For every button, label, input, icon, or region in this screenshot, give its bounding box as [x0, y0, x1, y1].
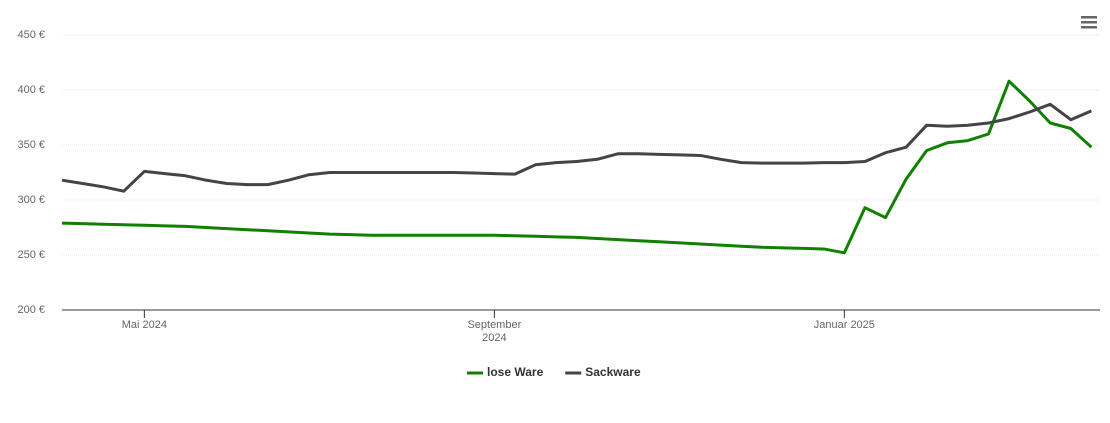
- series-line: [61, 79, 1093, 255]
- y-tick-label: 250 €: [17, 249, 45, 261]
- x-tick-label: Mai 2024: [121, 319, 167, 331]
- menu-button[interactable]: [1078, 12, 1100, 32]
- y-tick-label: 200 €: [17, 304, 45, 316]
- y-tick-label: 300 €: [17, 194, 45, 206]
- legend-label: lose Ware: [487, 365, 544, 379]
- y-tick-label: 350 €: [17, 139, 45, 151]
- menu-bar: [1081, 16, 1097, 19]
- legend-label: Sackware: [585, 365, 641, 379]
- y-tick-label: 450 €: [17, 29, 45, 41]
- x-tick-label: Januar 2025: [813, 319, 875, 331]
- series-line: [61, 102, 1092, 193]
- menu-bar: [1081, 26, 1097, 29]
- menu-bar: [1081, 21, 1097, 24]
- y-tick-label: 400 €: [17, 84, 45, 96]
- x-tick-label: September 2024: [467, 319, 522, 344]
